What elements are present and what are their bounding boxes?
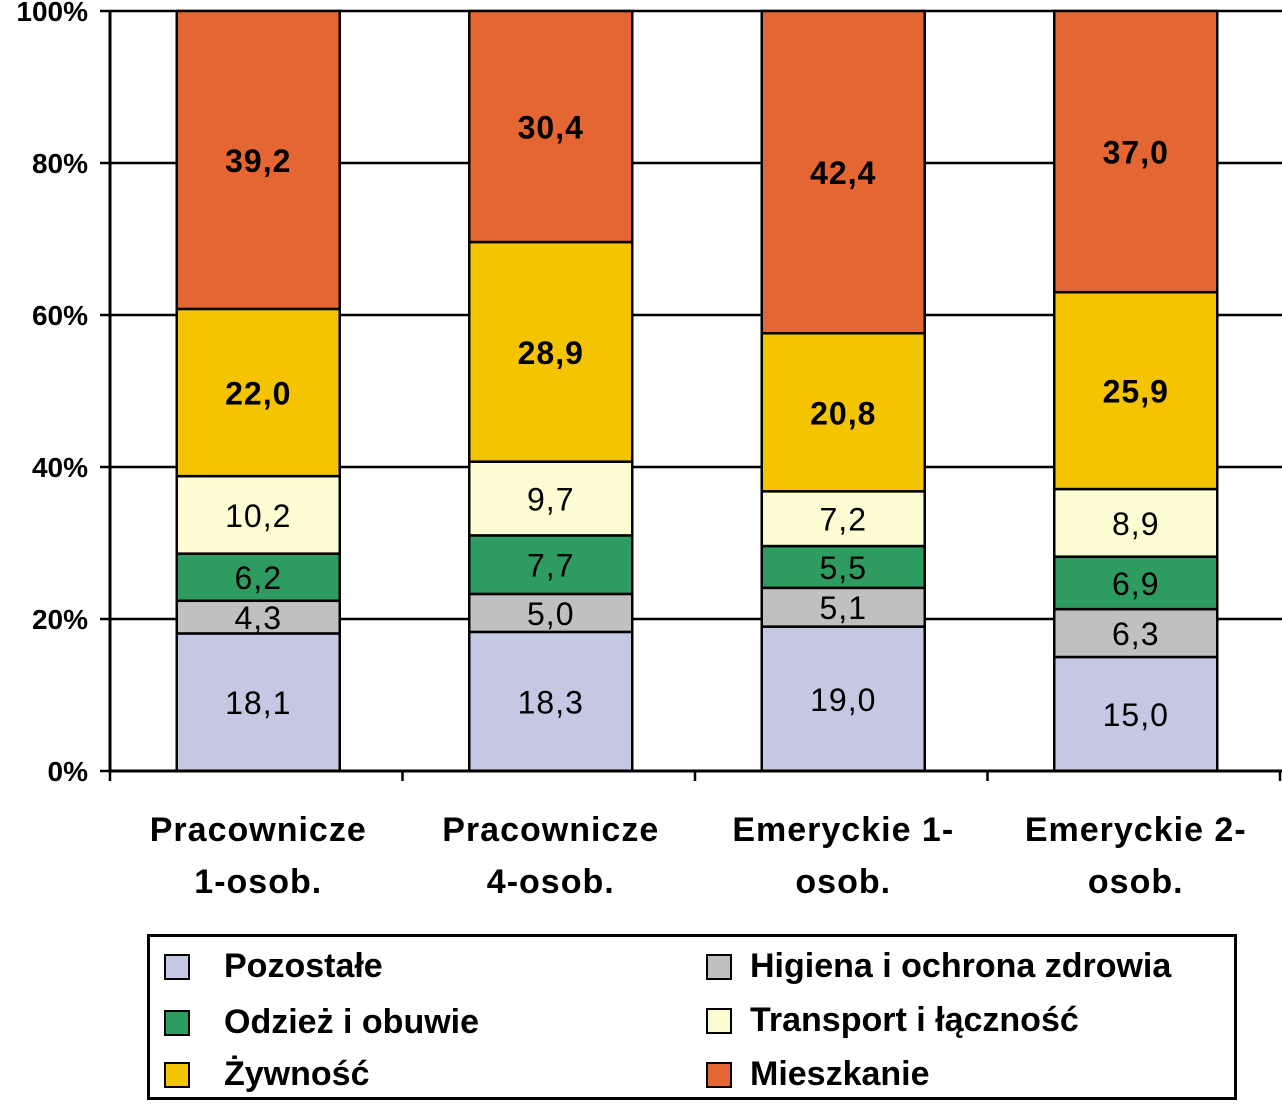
- legend-item-mieszkanie: Mieszkanie: [706, 1055, 930, 1094]
- x-category-label: Pracownicze: [442, 811, 659, 849]
- bar-segment: [1053, 9, 1219, 294]
- bar-segment: [1053, 487, 1219, 558]
- legend-item-transport: Transport i łączność: [706, 1001, 1079, 1040]
- bar-segment: [760, 625, 926, 773]
- data-label: 6,3: [1112, 616, 1159, 652]
- bar-segment: [468, 630, 634, 773]
- bars: [175, 9, 1219, 773]
- y-tick-label: 20%: [32, 604, 88, 635]
- legend-swatch: [706, 953, 732, 980]
- y-tick-label: 40%: [32, 452, 88, 483]
- bar-segment: [1053, 607, 1219, 659]
- legend: Pozostałe Higiena i ochrona zdrowia Odzi…: [147, 934, 1237, 1100]
- legend-item-zywnosc: Żywność: [164, 1055, 369, 1094]
- legend-label: Transport i łączność: [750, 1001, 1079, 1039]
- bar-segment: [1053, 290, 1219, 491]
- bar-segment: [175, 9, 341, 311]
- data-label: 7,2: [820, 502, 867, 538]
- data-label: 5,1: [820, 590, 867, 626]
- bar-segment: [760, 331, 926, 493]
- bar-segment: [760, 586, 926, 628]
- legend-label: Odzież i obuwie: [224, 1003, 480, 1041]
- axes: [100, 9, 1282, 781]
- data-label: 6,2: [235, 560, 282, 596]
- legend-swatch: [164, 1009, 190, 1036]
- data-label: 18,3: [518, 684, 584, 720]
- x-category-label: Emeryckie 1-: [732, 811, 954, 849]
- data-label: 22,0: [225, 376, 291, 412]
- legend-item-higiena: Higiena i ochrona zdrowia: [706, 947, 1171, 986]
- y-tick-label: 100%: [16, 0, 88, 27]
- y-tick-label: 80%: [32, 148, 88, 179]
- data-label: 39,2: [225, 143, 291, 179]
- data-label: 20,8: [810, 395, 876, 431]
- legend-label: Pozostałe: [224, 947, 383, 985]
- data-label: 4,3: [235, 600, 282, 636]
- bar-segment: [468, 460, 634, 537]
- data-label: 15,0: [1103, 697, 1169, 733]
- legend-item-pozostale: Pozostałe: [164, 947, 383, 986]
- bar-segment: [468, 592, 634, 634]
- legend-swatch: [706, 1007, 732, 1034]
- bar-segment: [1053, 655, 1219, 773]
- data-label: 28,9: [518, 335, 584, 371]
- data-label: 7,7: [527, 548, 574, 584]
- data-label: 42,4: [810, 155, 876, 191]
- legend-item-odziez: Odzież i obuwie: [164, 1003, 479, 1042]
- legend-swatch: [706, 1061, 732, 1088]
- data-label: 30,4: [518, 110, 584, 146]
- legend-label: Żywność: [224, 1055, 370, 1093]
- data-label: 18,1: [225, 685, 291, 721]
- x-category-label: osob.: [1088, 863, 1184, 901]
- data-label: 9,7: [527, 482, 574, 518]
- x-category-label: osob.: [795, 863, 891, 901]
- x-category-label: 1-osob.: [194, 863, 322, 901]
- bar-segment: [175, 599, 341, 635]
- data-labels: 18,1 4,3 6,2 10,2 22,0 39,2 18,3 5,0 7,7 9,7 28,9 3…: [225, 110, 1169, 733]
- bar-segment: [468, 534, 634, 596]
- y-tick-label: 60%: [32, 300, 88, 331]
- data-label: 25,9: [1103, 374, 1169, 410]
- bar-segment: [175, 632, 341, 773]
- x-category-labels: Pracownicze 1-osob. Pracownicze 4-osob. Emer…: [150, 811, 1247, 901]
- data-label: 19,0: [810, 682, 876, 718]
- data-label: 8,9: [1112, 506, 1159, 542]
- bar-segment: [468, 240, 634, 463]
- bar-segment: [760, 490, 926, 548]
- x-category-label: Pracownicze: [150, 811, 367, 849]
- bar-segment: [760, 544, 926, 590]
- data-label: 6,9: [1112, 566, 1159, 602]
- data-label: 37,0: [1103, 135, 1169, 171]
- legend-label: Higiena i ochrona zdrowia: [750, 947, 1172, 985]
- stacked-bar-chart: 0%20%40%60%80%100% Pracownicze1-osob.Pra…: [16, 0, 1282, 901]
- data-label: 5,5: [820, 550, 867, 586]
- y-tick-label: 0%: [48, 756, 89, 787]
- bar-segment: [760, 9, 926, 335]
- legend-label: Mieszkanie: [750, 1055, 930, 1093]
- legend-swatch: [164, 953, 190, 980]
- x-category-label: 4-osob.: [487, 863, 615, 901]
- data-label: 5,0: [527, 596, 574, 632]
- y-tick-labels: 0% 20% 40% 60% 80% 100%: [16, 0, 88, 787]
- bar-segment: [468, 9, 634, 244]
- data-label: 10,2: [225, 498, 291, 534]
- legend-swatch: [164, 1061, 190, 1088]
- x-category-label: Emeryckie 2-: [1025, 811, 1247, 849]
